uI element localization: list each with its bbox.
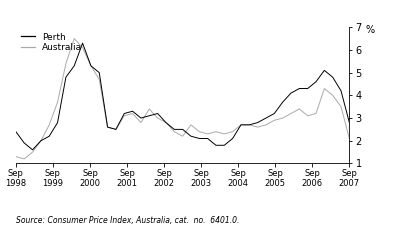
Legend: Perth, Australia: Perth, Australia bbox=[20, 32, 83, 53]
Y-axis label: %: % bbox=[366, 25, 375, 35]
Text: Source: Consumer Price Index, Australia, cat.  no.  6401.0.: Source: Consumer Price Index, Australia,… bbox=[16, 216, 239, 225]
